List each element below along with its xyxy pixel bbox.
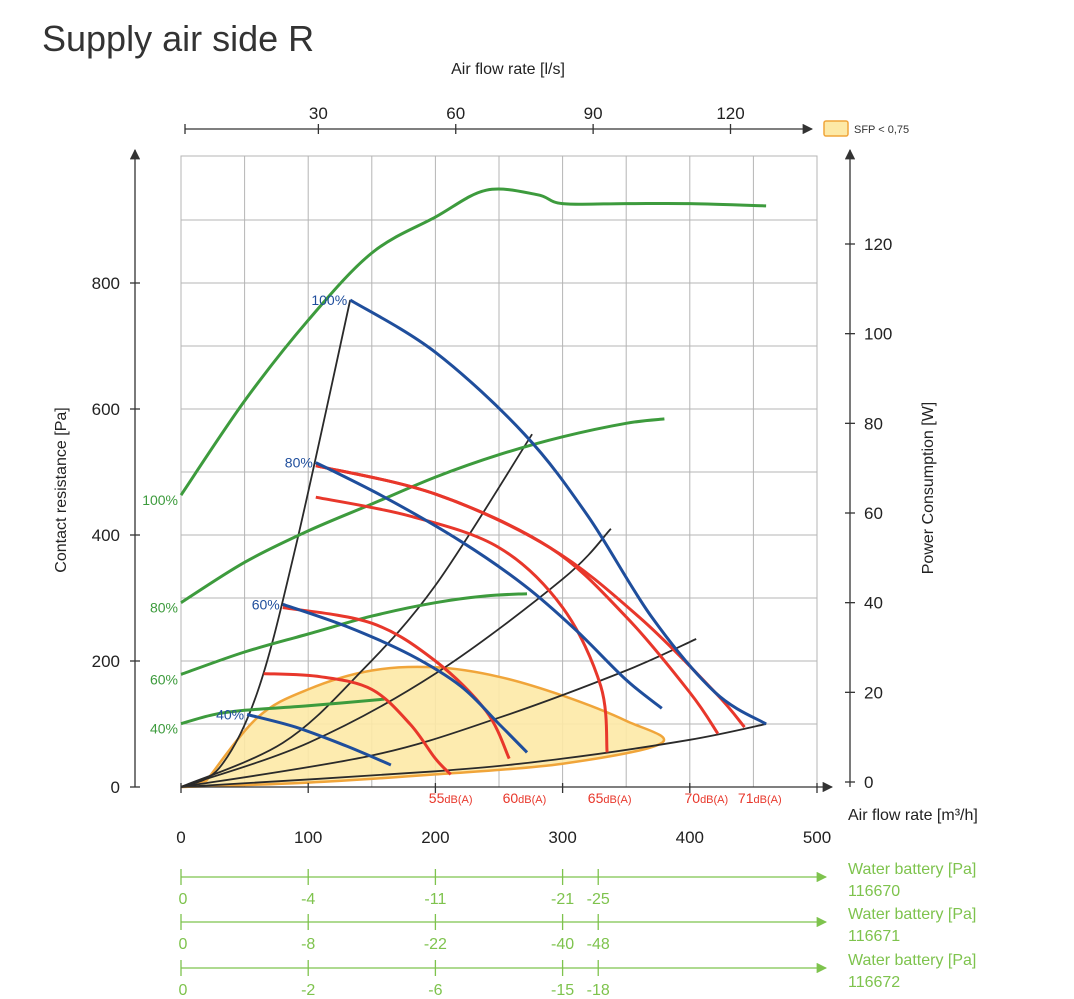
system-curve	[180, 528, 612, 788]
sound-curve-65dB(A)	[315, 495, 609, 753]
sound-curve-55dB(A)	[263, 672, 452, 776]
sound-curve-label: 65dB(A)	[588, 790, 632, 806]
fan-curve-label: 60%	[252, 596, 280, 612]
water-battery-tick-label: -25	[587, 891, 610, 908]
y2-axis-title: Power Consumption [W]	[920, 402, 937, 575]
x2-tick-label: 60	[446, 104, 465, 123]
x-axis-title: Air flow rate [m³/h]	[848, 807, 978, 824]
y2-tick-label: 100	[864, 325, 892, 344]
fan-curve-label: 100%	[311, 292, 347, 308]
water-battery-label: Water battery [Pa]	[848, 952, 976, 969]
water-battery-label: Water battery [Pa]	[848, 906, 976, 923]
y-tick-label: 0	[111, 778, 120, 797]
water-battery-code: 116670	[848, 883, 900, 900]
water-battery-code: 116671	[848, 928, 900, 945]
y2-tick-label: 60	[864, 504, 883, 523]
water-battery-scale-116670: 0 -4 -11 -21 -25 Water battery [Pa] 116670	[179, 861, 977, 908]
water-battery-tick-label: -48	[587, 936, 610, 953]
power-curve-60%	[180, 592, 528, 676]
sfp-region	[180, 665, 666, 789]
power-curves	[179, 187, 767, 726]
y2-tick-label: 0	[864, 773, 873, 792]
system-curve	[180, 299, 352, 788]
axes: 0 100 200 300 400 500 30 60 90 120 0 200 400 600 800 0 2…	[92, 104, 893, 847]
curve-labels: 100% 80% 60% 40% 100% 80% 60% 40% 55dB(A) 60dB(A)…	[142, 292, 781, 806]
fan-pressure-curves	[246, 298, 767, 767]
fan-curve-80%	[315, 461, 663, 710]
water-battery-scales: 0 -4 -11 -21 -25 Water battery [Pa] 116670 0 -8 -…	[179, 861, 977, 999]
power-curve-80%	[180, 417, 665, 604]
fan-curve-40%	[246, 713, 392, 767]
fan-curve-label: 40%	[216, 707, 244, 723]
water-battery-tick-label: -4	[301, 891, 315, 908]
water-battery-tick-label: -18	[587, 982, 610, 999]
legend-label-sfp: SFP < 0,75	[854, 124, 909, 136]
x-tick-label: 0	[176, 828, 185, 847]
water-battery-tick-label: -6	[428, 982, 442, 999]
water-battery-tick-label: -11	[424, 891, 446, 908]
power-curve-label: 40%	[150, 721, 178, 737]
water-battery-tick-label: -8	[301, 936, 315, 953]
power-curve-100%	[179, 187, 767, 496]
x-tick-label: 300	[548, 828, 576, 847]
sound-curve-label: 71dB(A)	[738, 790, 782, 806]
water-battery-scale-116672: 0 -2 -6 -15 -18 Water battery [Pa] 116672	[179, 952, 977, 999]
y-axis-title: Contact resistance [Pa]	[53, 407, 70, 572]
fan-curve-label: 80%	[285, 455, 313, 471]
power-curve-label: 100%	[142, 492, 178, 508]
x2-axis-title: Air flow rate [l/s]	[451, 61, 565, 78]
fan-curve-100%	[349, 298, 767, 726]
system-curve	[180, 638, 697, 788]
y2-tick-label: 120	[864, 235, 892, 254]
water-battery-label: Water battery [Pa]	[848, 861, 976, 878]
y-tick-label: 800	[92, 274, 120, 293]
water-battery-code: 116672	[848, 974, 900, 991]
power-curve-40%	[180, 697, 385, 726]
system-curve	[180, 723, 767, 788]
sound-curve-label: 55dB(A)	[429, 790, 473, 806]
sound-curve-label: 70dB(A)	[684, 790, 728, 806]
water-battery-tick-label: -22	[424, 936, 447, 953]
sound-curve-label: 60dB(A)	[503, 790, 547, 806]
x-tick-label: 200	[421, 828, 449, 847]
y-tick-label: 200	[92, 652, 120, 671]
power-curve-label: 60%	[150, 671, 178, 687]
legend: SFP < 0,75	[823, 120, 909, 137]
y-tick-label: 400	[92, 526, 120, 545]
legend-swatch-sfp	[823, 120, 849, 137]
water-battery-tick-label: -40	[551, 936, 574, 953]
fan-curve-60%	[282, 602, 529, 754]
x-tick-label: 400	[676, 828, 704, 847]
water-battery-tick-label: 0	[179, 982, 188, 999]
x-tick-label: 100	[294, 828, 322, 847]
page-title: Supply air side R	[42, 18, 315, 59]
water-battery-scale-116671: 0 -8 -22 -40 -48 Water battery [Pa] 116671	[179, 906, 977, 953]
power-curve-label: 80%	[150, 600, 178, 616]
x-tick-label: 500	[803, 828, 831, 847]
y2-tick-label: 40	[864, 594, 883, 613]
water-battery-tick-label: -15	[551, 982, 574, 999]
y2-tick-label: 80	[864, 414, 883, 433]
water-battery-tick-label: 0	[179, 891, 188, 908]
system-curves	[180, 299, 767, 788]
y-tick-label: 600	[92, 400, 120, 419]
water-battery-tick-label: -2	[301, 982, 315, 999]
sound-curve-60dB(A)	[282, 606, 511, 760]
water-battery-tick-label: -21	[551, 891, 574, 908]
x2-tick-label: 30	[309, 104, 328, 123]
system-curve	[180, 433, 533, 788]
y2-tick-label: 20	[864, 683, 883, 702]
x2-tick-label: 120	[716, 104, 744, 123]
x2-tick-label: 90	[584, 104, 603, 123]
water-battery-tick-label: 0	[179, 936, 188, 953]
